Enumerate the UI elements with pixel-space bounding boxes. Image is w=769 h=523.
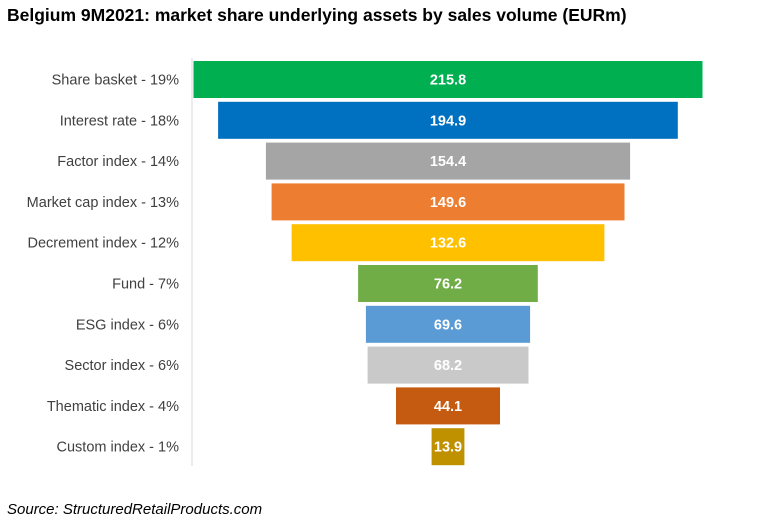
funnel-bar [431, 428, 465, 466]
funnel-bar [358, 265, 538, 302]
value-label: 154.4 [430, 154, 466, 170]
funnel-bar [291, 224, 605, 262]
funnel-bar [367, 346, 529, 384]
category-label: Thematic index - 4% [47, 399, 179, 415]
category-label: Market cap index - 13% [27, 195, 179, 211]
value-labels-group: 215.8 194.9 154.4 149.6 132.6 76.2 69.6 68.2 44.… [430, 73, 466, 456]
funnel-bar [193, 61, 703, 98]
funnel-bar [218, 101, 678, 139]
source-note: Source: StructuredRetailProducts.com [7, 501, 263, 518]
funnel-bar [396, 387, 500, 425]
category-label: Decrement index - 12% [27, 236, 179, 252]
category-label: Interest rate - 18% [60, 113, 179, 129]
category-label: Sector index - 6% [65, 358, 180, 374]
funnel-bar [365, 305, 531, 343]
value-label: 76.2 [434, 277, 462, 293]
category-label: Factor index - 14% [57, 154, 179, 170]
value-label: 194.9 [430, 113, 466, 129]
category-label: ESG index - 6% [76, 317, 179, 333]
value-label: 215.8 [430, 73, 466, 89]
category-label: Custom index - 1% [57, 440, 180, 456]
category-label: Fund - 7% [112, 277, 179, 293]
category-labels-group: Share basket - 19% Interest rate - 18% Fac… [27, 73, 179, 456]
value-label: 69.6 [434, 317, 462, 333]
value-label: 13.9 [434, 440, 462, 456]
value-label: 149.6 [430, 195, 466, 211]
funnel-bar [265, 142, 631, 180]
value-label: 68.2 [434, 358, 462, 374]
bars-group [193, 61, 703, 466]
value-label: 132.6 [430, 236, 466, 252]
funnel-bar [271, 183, 625, 221]
value-label: 44.1 [434, 399, 462, 415]
chart-title: Belgium 9M2021: market share underlying … [7, 5, 627, 25]
category-label: Share basket - 19% [52, 73, 179, 89]
